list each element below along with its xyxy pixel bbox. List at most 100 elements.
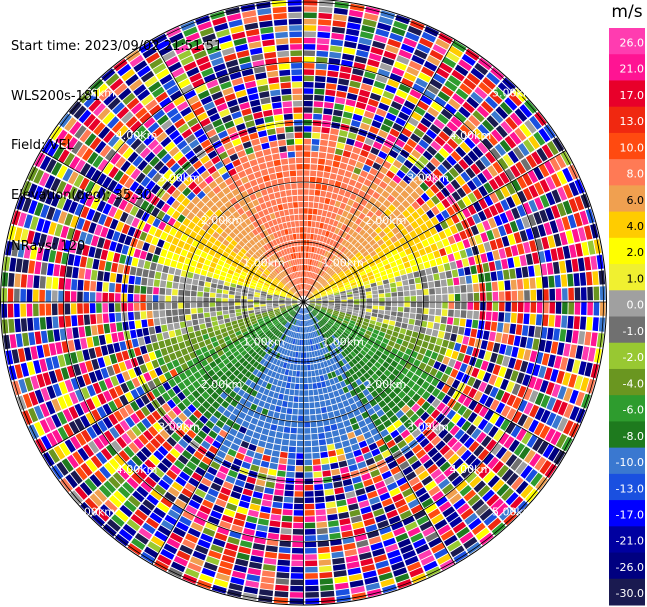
velocity-cell [290,573,304,579]
velocity-cell [28,200,38,215]
velocity-cell [267,308,273,312]
velocity-cell [198,461,209,471]
velocity-cell [363,431,372,440]
velocity-cell [421,320,428,328]
velocity-cell [371,502,383,511]
velocity-cell [119,211,129,223]
velocity-cell [320,309,326,313]
velocity-cell [304,484,314,491]
velocity-cell [515,218,525,231]
velocity-cell [298,327,301,333]
velocity-cell [495,332,503,343]
velocity-cell [414,106,426,116]
velocity-cell [505,421,516,435]
velocity-cell [292,529,304,535]
velocity-cell [290,338,294,344]
velocity-cell [327,337,333,344]
velocity-cell [353,307,360,311]
velocity-cell [254,297,260,300]
velocity-cell [456,334,464,344]
velocity-cell [118,233,127,244]
velocity-cell [365,330,372,336]
velocity-cell [309,303,315,305]
velocity-cell [465,454,477,466]
velocity-cell [273,320,279,326]
velocity-cell [111,440,122,453]
velocity-cell [269,404,276,411]
velocity-cell [420,223,428,232]
velocity-cell [322,272,327,278]
velocity-cell [393,20,408,31]
velocity-cell [398,302,404,307]
velocity-cell [464,137,476,149]
velocity-cell [373,235,381,242]
velocity-cell [205,556,220,566]
velocity-cell [332,287,338,291]
velocity-cell [574,375,584,390]
velocity-cell [397,504,410,514]
velocity-cell [409,337,417,344]
velocity-cell [321,464,330,471]
velocity-cell [456,241,465,251]
velocity-cell [307,364,311,371]
velocity-cell [275,352,281,359]
velocity-cell [203,297,209,302]
velocity-cell [218,429,228,438]
velocity-cell [468,133,481,145]
velocity-cell [308,383,313,390]
velocity-cell [223,262,231,269]
velocity-cell [426,161,436,172]
velocity-cell [185,445,196,455]
velocity-cell [39,317,47,330]
velocity-cell [351,381,358,389]
velocity-cell [255,287,262,291]
velocity-cell [377,346,385,353]
velocity-cell [219,560,234,570]
velocity-cell [422,355,430,364]
velocity-cell [357,282,364,287]
velocity-cell [212,504,225,514]
velocity-cell [311,351,316,358]
velocity-cell [372,269,380,275]
velocity-cell [192,550,207,561]
velocity-cell [364,315,371,320]
velocity-cell [366,437,375,445]
velocity-cell [63,394,73,407]
velocity-cell [292,370,297,377]
velocity-cell [392,493,404,503]
velocity-cell [420,95,433,106]
velocity-cell [225,322,232,328]
velocity-cell [220,374,228,382]
velocity-cell [483,207,493,219]
velocity-cell [452,521,467,534]
velocity-cell [325,83,337,90]
velocity-cell [560,357,569,371]
velocity-cell [332,313,338,317]
velocity-cell [158,221,167,231]
velocity-cell [238,357,246,364]
velocity-cell [343,419,351,427]
velocity-cell [413,49,428,60]
velocity-cell [208,266,215,273]
velocity-cell [108,387,118,399]
velocity-cell [443,466,455,477]
velocity-cell [544,367,553,381]
velocity-cell [369,167,378,176]
velocity-cell [292,296,298,300]
velocity-cell [414,144,426,155]
velocity-cell [317,25,331,32]
velocity-cell [308,345,312,352]
velocity-cell [127,246,136,257]
velocity-cell [144,546,159,559]
velocity-cell [226,404,235,413]
velocity-cell [314,350,318,357]
velocity-cell [568,287,574,301]
velocity-cell [207,466,218,476]
velocity-cell [462,408,473,420]
velocity-cell [372,298,379,302]
velocity-cell [362,215,370,224]
velocity-cell [407,379,416,389]
velocity-cell [441,159,453,171]
velocity-cell [184,290,191,297]
velocity-cell [249,503,261,512]
